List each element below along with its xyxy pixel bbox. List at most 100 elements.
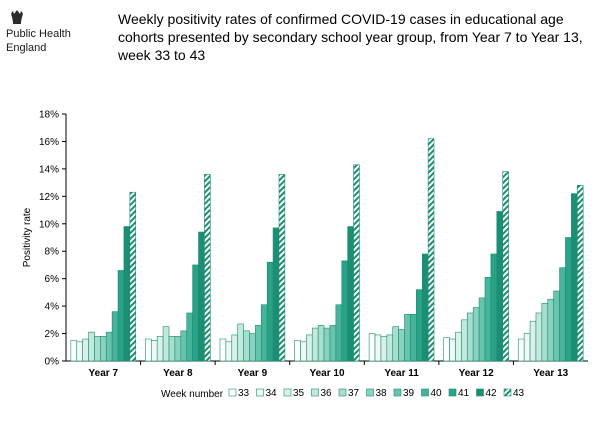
x-category-label: Year 8 xyxy=(163,368,193,379)
bar-year-9-week-41 xyxy=(266,261,274,362)
bar-year-7-week-40 xyxy=(111,311,119,362)
bar-year-12-week-42 xyxy=(496,211,503,362)
bar-year-8-week-34 xyxy=(151,340,158,362)
bar-year-12-week-41 xyxy=(490,253,498,362)
bar-year-12-week-39 xyxy=(478,297,486,362)
y-tick-label: 4% xyxy=(45,302,60,313)
bar-year-9-week-35 xyxy=(231,334,238,362)
bar-year-7-week-38 xyxy=(100,335,107,362)
legend-swatch-34 xyxy=(256,388,264,397)
bar-year-8-week-39 xyxy=(180,330,188,362)
legend-label-36: 36 xyxy=(321,388,333,399)
y-tick-label: 12% xyxy=(39,192,59,203)
bar-year-11-week-34 xyxy=(374,334,382,362)
bar-year-12-week-40 xyxy=(484,276,492,362)
royal-crest-icon xyxy=(11,10,23,24)
y-tick-label: 14% xyxy=(39,164,59,175)
bar-year-10-week-36 xyxy=(311,327,319,362)
bar-year-11-week-37 xyxy=(392,326,399,362)
bar-year-12-week-37 xyxy=(466,312,474,362)
bar-year-10-week-43 xyxy=(353,164,360,362)
y-tick-label: 18% xyxy=(39,110,59,121)
bar-year-12-week-35 xyxy=(455,331,462,362)
bar-year-10-week-33 xyxy=(294,340,301,362)
bar-year-12-week-38 xyxy=(472,307,480,362)
bar-year-13-week-37 xyxy=(541,303,549,362)
bar-year-10-week-42 xyxy=(347,226,354,362)
bar-year-12-week-36 xyxy=(461,319,468,362)
bar-year-8-week-43 xyxy=(204,174,211,362)
legend-swatch-40 xyxy=(421,388,429,397)
bar-year-8-week-38 xyxy=(174,335,182,362)
x-category-label: Year 13 xyxy=(533,368,568,379)
bar-year-8-week-37 xyxy=(168,335,176,362)
bar-year-9-week-33 xyxy=(219,338,227,362)
bar-year-13-week-43 xyxy=(576,185,584,362)
bar-year-9-week-38 xyxy=(249,333,256,362)
bar-year-9-week-37 xyxy=(243,330,250,362)
bar-year-7-week-41 xyxy=(117,270,125,362)
bar-year-11-week-43 xyxy=(427,138,435,362)
x-category-label: Year 7 xyxy=(89,368,119,379)
bar-year-8-week-42 xyxy=(198,231,205,362)
legend-label-41: 41 xyxy=(458,388,470,399)
legend-label-33: 33 xyxy=(238,388,250,399)
bar-year-13-week-41 xyxy=(565,237,572,362)
bar-year-12-week-33 xyxy=(443,337,450,362)
x-category-label: Year 12 xyxy=(459,368,494,379)
bar-year-10-week-37 xyxy=(317,325,325,362)
bar-year-9-week-42 xyxy=(272,227,280,362)
bar-year-7-week-34 xyxy=(76,341,83,362)
legend-label-40: 40 xyxy=(431,388,443,399)
y-tick-label: 10% xyxy=(39,219,59,230)
legend-swatch-39 xyxy=(393,388,402,397)
bar-year-13-week-42 xyxy=(571,193,578,362)
bar-year-12-week-43 xyxy=(502,171,509,362)
bar-year-8-week-36 xyxy=(162,326,170,362)
chart-bars xyxy=(70,138,584,362)
bar-year-11-week-42 xyxy=(421,253,429,362)
legend-swatch-38 xyxy=(366,388,374,397)
legend-label-39: 39 xyxy=(403,388,415,399)
legend-swatch-37 xyxy=(338,388,347,397)
legend-swatch-35 xyxy=(283,388,292,397)
legend-label-43: 43 xyxy=(513,388,525,399)
org-name-line2: England xyxy=(6,42,47,54)
bar-year-11-week-40 xyxy=(410,314,417,362)
y-axis-label: Positivity rate xyxy=(22,207,33,267)
bar-year-9-week-34 xyxy=(225,341,233,362)
org-name-line1: Public Health xyxy=(6,28,71,40)
bar-year-7-week-43 xyxy=(129,191,137,362)
bar-year-10-week-39 xyxy=(329,325,337,362)
chart-legend: Week number 33 34 35 36 37 38 39 40 41 42 43 xyxy=(161,388,525,400)
legend-swatch-42 xyxy=(476,388,484,397)
legend-title: Week number xyxy=(161,389,224,400)
x-category-label: Year 11 xyxy=(384,368,419,379)
bar-year-9-week-40 xyxy=(260,304,268,362)
legend-label-42: 42 xyxy=(486,388,498,399)
bar-year-10-week-40 xyxy=(335,304,343,362)
bar-year-13-week-40 xyxy=(559,267,566,362)
bar-year-13-week-39 xyxy=(553,290,560,362)
bar-year-11-week-36 xyxy=(386,334,394,362)
chart-title: Weekly positivity rates of confirmed COV… xyxy=(118,11,583,63)
y-tick-label: 8% xyxy=(45,247,60,258)
legend-label-37: 37 xyxy=(348,388,360,399)
legend-label-35: 35 xyxy=(293,388,305,399)
bar-year-10-week-38 xyxy=(323,327,331,362)
bar-year-12-week-34 xyxy=(449,338,456,362)
bar-year-11-week-35 xyxy=(380,335,388,362)
bar-year-9-week-43 xyxy=(278,174,286,362)
y-tick-label: 0% xyxy=(45,357,60,368)
bar-year-13-week-35 xyxy=(529,320,537,362)
legend-label-34: 34 xyxy=(266,388,278,399)
bar-year-13-week-36 xyxy=(535,312,543,362)
y-tick-label: 16% xyxy=(39,137,59,148)
bar-year-11-week-38 xyxy=(398,329,405,362)
x-category-label: Year 9 xyxy=(238,368,268,379)
bar-year-8-week-35 xyxy=(156,335,164,362)
y-tick-label: 6% xyxy=(45,274,60,285)
phe-logo: Public Health England xyxy=(6,8,76,54)
bar-year-9-week-39 xyxy=(255,325,262,362)
